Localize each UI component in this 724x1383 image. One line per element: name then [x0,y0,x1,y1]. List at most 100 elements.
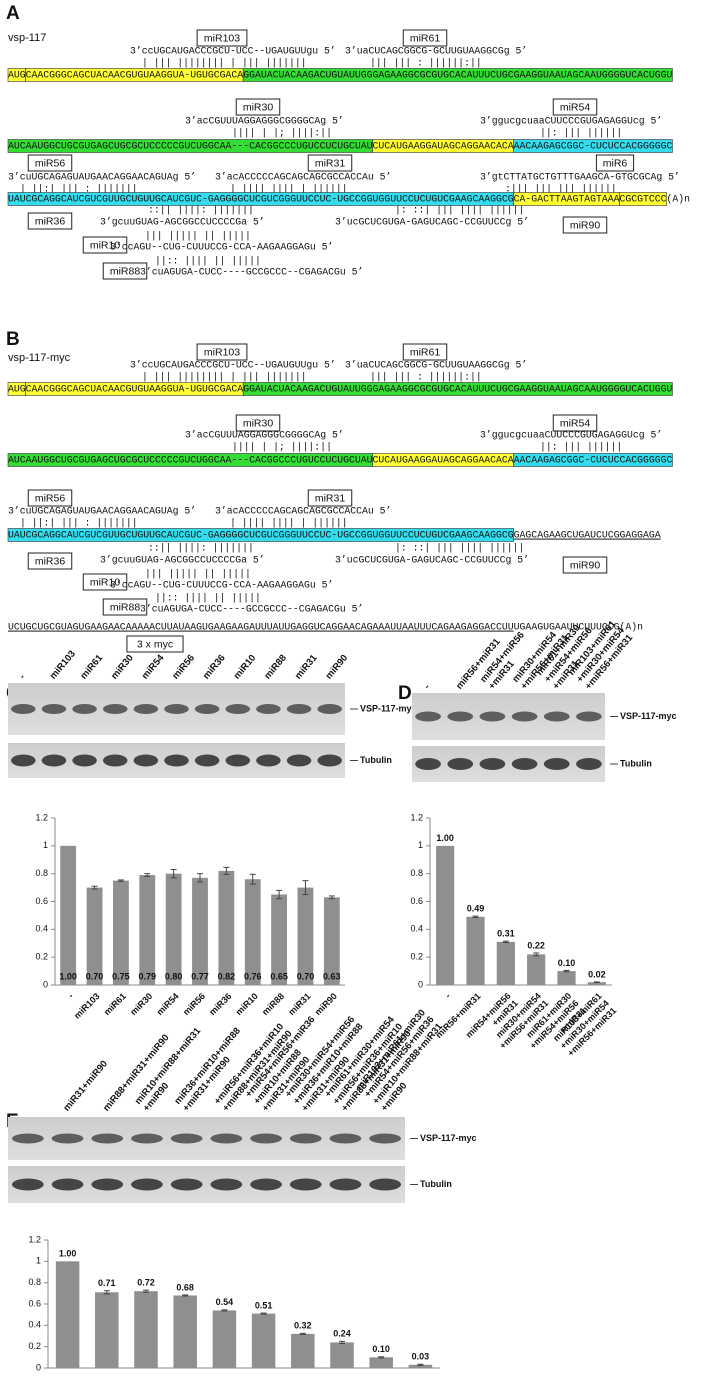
blot-band [329,1178,362,1191]
blot-image [412,746,605,782]
lane-label: miR54 [140,652,167,681]
lane-label: - [17,672,27,682]
mirna-sequence: 3’acCGUUUAGGAGGGCGGGGCAg 5’ [185,116,344,127]
blot-band [51,1178,84,1191]
mirna-sequence: 3’uaCUCAGCGGCG-GCUUGUAAGGCGg 5’ [345,360,527,371]
bar [323,897,340,985]
y-tick-label: 0 [36,1362,41,1372]
value-label: 1.00 [59,1249,77,1259]
bar [587,982,606,985]
value-label: 0.51 [255,1300,273,1310]
x-tick-label: - [443,991,452,1000]
mirna-name-box [235,414,281,432]
bar [466,916,485,985]
blot-label: VSP-117-myc [360,703,417,713]
blot-band [11,754,36,767]
bar [113,880,129,985]
x-tick-label: miR31 [286,991,312,1017]
blot-band [131,1133,163,1144]
blot-band [369,1178,402,1191]
blot-band [250,1133,282,1144]
value-label: 0.32 [294,1321,312,1331]
y-tick-label: 0.8 [410,868,423,878]
value-label: 0.77 [191,971,209,981]
bar [271,894,287,985]
base-pairing: | |||| |||| | |||||| [230,184,348,195]
x-tick-label: miR36 [207,991,233,1017]
y-tick-label: 0.2 [410,952,423,962]
mirna-sequence: 3’cuUGCAGAGUAUGAACAGGAACAGUAg 5’ [8,172,196,183]
bar [60,845,77,985]
base-pairing: |: ::| ||| |||| |||||| [395,543,524,554]
mrna-sequence: UGA [514,622,532,633]
value-label: 0.65 [270,971,288,981]
mirna-name: miR10 [90,239,121,251]
mirna-name: miR56 [35,157,66,169]
bar [192,877,208,985]
mrna-sequence: UAUCGCAGGCAUCGUCGUUGCUGUUGCAUCGUC-GAGGGG… [8,194,514,205]
tag-label-box [126,635,184,653]
blot-band [170,1178,203,1191]
value-label: 0.72 [137,1278,155,1288]
y-tick-label: 0.6 [28,1298,41,1308]
value-label: 0.10 [372,1344,390,1354]
x-tick-label: miR88 [260,991,286,1017]
bar [436,845,455,985]
bar [95,1292,119,1368]
bar [369,1357,393,1368]
panel-label: A [6,3,20,24]
blot-band [415,711,441,722]
blot-band [194,704,220,714]
blot-band [41,704,67,714]
base-pairing: ||: ||| |||||| [540,128,622,139]
x-tick-label: miR10 [234,991,260,1017]
y-tick-label: 1 [418,840,423,850]
value-label: 0.70 [297,971,315,981]
lane-label: - [422,682,432,692]
mirna-name: miR54 [560,101,591,113]
bar [408,1364,433,1368]
construct-title: vsp-117 [8,32,46,44]
mirna-name: miR103 [204,32,240,44]
base-pairing: | ||| |||||||| | ||| ||||||| [142,372,307,383]
bar [165,873,182,985]
bar [55,1261,80,1368]
blot-band [11,1133,44,1144]
base-pairing: |||| | |; ||||:|| [232,442,332,453]
lane-label: miR30 [109,653,136,682]
y-tick-label: 0.6 [35,896,48,906]
blot-band [576,758,602,770]
x-tick-label: miR61 [102,991,128,1017]
value-label: 0.22 [527,940,545,950]
bar [557,971,576,985]
construct-title: vsp-117-myc [8,352,71,364]
tag-label: 3 x myc [137,638,173,650]
mirna-name-box [562,216,608,234]
value-label: 0.79 [139,971,157,981]
mrna-sequence: CAACGGGCAGCUACAACGUGUAAGGUA-UGUGCGACA [26,70,244,81]
value-label: 0.71 [98,1278,116,1288]
blot-band [225,704,251,714]
base-pairing: | ||:| ||| : ||||||| [20,184,138,195]
mrna-sequence: GAGCAGAAGCUGAUCUCGGAGGAGA [514,530,661,541]
value-label: 0.68 [176,1282,194,1292]
bar [134,1291,158,1368]
mirna-sequence: 3’acACCCCCAGCAGCAGCGCCACCAu 5’ [215,172,391,183]
blot-band [102,754,128,767]
bar [218,870,235,985]
mirna-name: miR31 [315,492,346,504]
y-tick-label: 0.4 [28,1320,41,1330]
mirna-name-box [235,98,281,116]
mrna-sequence: UAUCGCAGGCAUCGUCGUUGCUGUUGCAUCGUC-GAGGGG… [8,530,514,541]
value-label: 0.24 [333,1329,351,1339]
bar [527,954,546,985]
mirna-name-box [196,29,248,47]
blot-band [576,711,602,722]
y-tick-label: 0 [418,979,423,989]
blot-band [164,754,189,767]
mirna-name-box [196,343,248,361]
base-pairing: | ||:| ||| : ||||||| [20,518,138,529]
blot-band [479,711,506,722]
y-tick-label: 1 [43,840,48,850]
